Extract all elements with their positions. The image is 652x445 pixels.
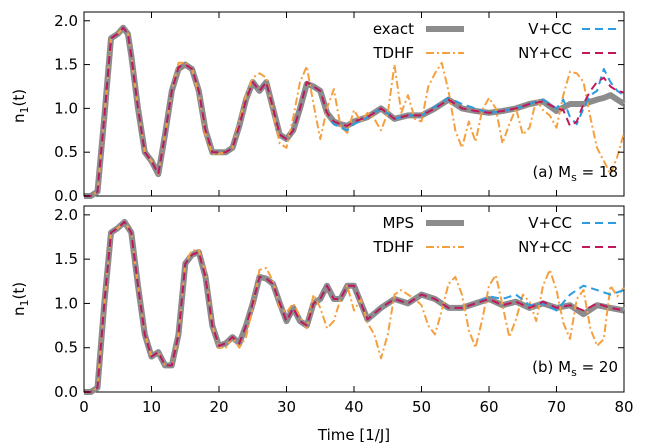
x-ticks-a [83, 12, 625, 196]
legend-label-ny-cc: NY+CC [518, 238, 572, 256]
series-ny-cc-b [84, 220, 625, 393]
series-tdhf-a [84, 26, 625, 197]
y-ticks-b: 0.0 0.5 1.0 1.5 2.0 [54, 206, 624, 401]
legend-label-ny-cc: NY+CC [518, 44, 572, 62]
y-tick-label: 1.0 [54, 99, 78, 117]
plot-area-a [84, 24, 626, 199]
y-tick-label: 0.5 [54, 339, 78, 357]
legend-label-exact: exact [373, 20, 414, 38]
y-tick-label: 2.0 [54, 12, 78, 30]
y-tick-label: 0.5 [54, 143, 78, 161]
x-tick-label: 20 [209, 398, 228, 416]
ylabel-a: n1(t) [10, 89, 31, 123]
x-tick-label: 50 [412, 398, 431, 416]
x-tick-label: 60 [479, 398, 498, 416]
y-tick-label: 0.0 [54, 383, 78, 401]
legend-label-mps: MPS [382, 214, 414, 232]
y-tick-label: 2.0 [54, 206, 78, 224]
y-tick-label: 1.5 [54, 56, 78, 74]
legend-label-tdhf: TDHF [372, 44, 414, 62]
legend-label-v-cc: V+CC [528, 20, 572, 38]
x-tick-label: 80 [614, 398, 633, 416]
x-tick-label: 70 [547, 398, 566, 416]
y-tick-label: 1.5 [54, 250, 78, 268]
panel-a: n1(t) 0.0 0.5 1.0 1.5 2.0 exact V+CC TDHF NY+CC… [10, 11, 626, 205]
panel-label-a: (a) Ms = 18 [532, 163, 618, 184]
series-ny-cc-a [84, 26, 625, 197]
x-tick-label: 30 [277, 398, 296, 416]
xlabel: Time [1/J] [317, 426, 390, 444]
y-tick-label: 0.0 [54, 187, 78, 205]
legend-label-v-cc: V+CC [528, 214, 572, 232]
legend-b: MPS V+CC TDHF NY+CC [372, 214, 620, 256]
plot-area-b [84, 218, 625, 395]
y-ticks-a: 0.0 0.5 1.0 1.5 2.0 [54, 12, 624, 205]
series-tdhf-b [84, 220, 625, 393]
legend-a: exact V+CC TDHF NY+CC [372, 20, 620, 62]
legend-label-tdhf: TDHF [372, 238, 414, 256]
x-ticks-b: 0 10 20 30 40 50 60 70 80 [79, 206, 634, 416]
x-tick-label: 40 [344, 398, 363, 416]
y-tick-label: 1.0 [54, 294, 78, 312]
x-tick-label: 10 [142, 398, 161, 416]
x-tick-label: 0 [79, 398, 89, 416]
panel-b: n1(t) 0.00.51.01.52.0 0 10 20 30 40 50 60 70 80 … [10, 205, 634, 416]
panel-label-b: (b) Ms = 20 [532, 358, 618, 379]
ylabel-b: n1(t) [10, 282, 31, 316]
